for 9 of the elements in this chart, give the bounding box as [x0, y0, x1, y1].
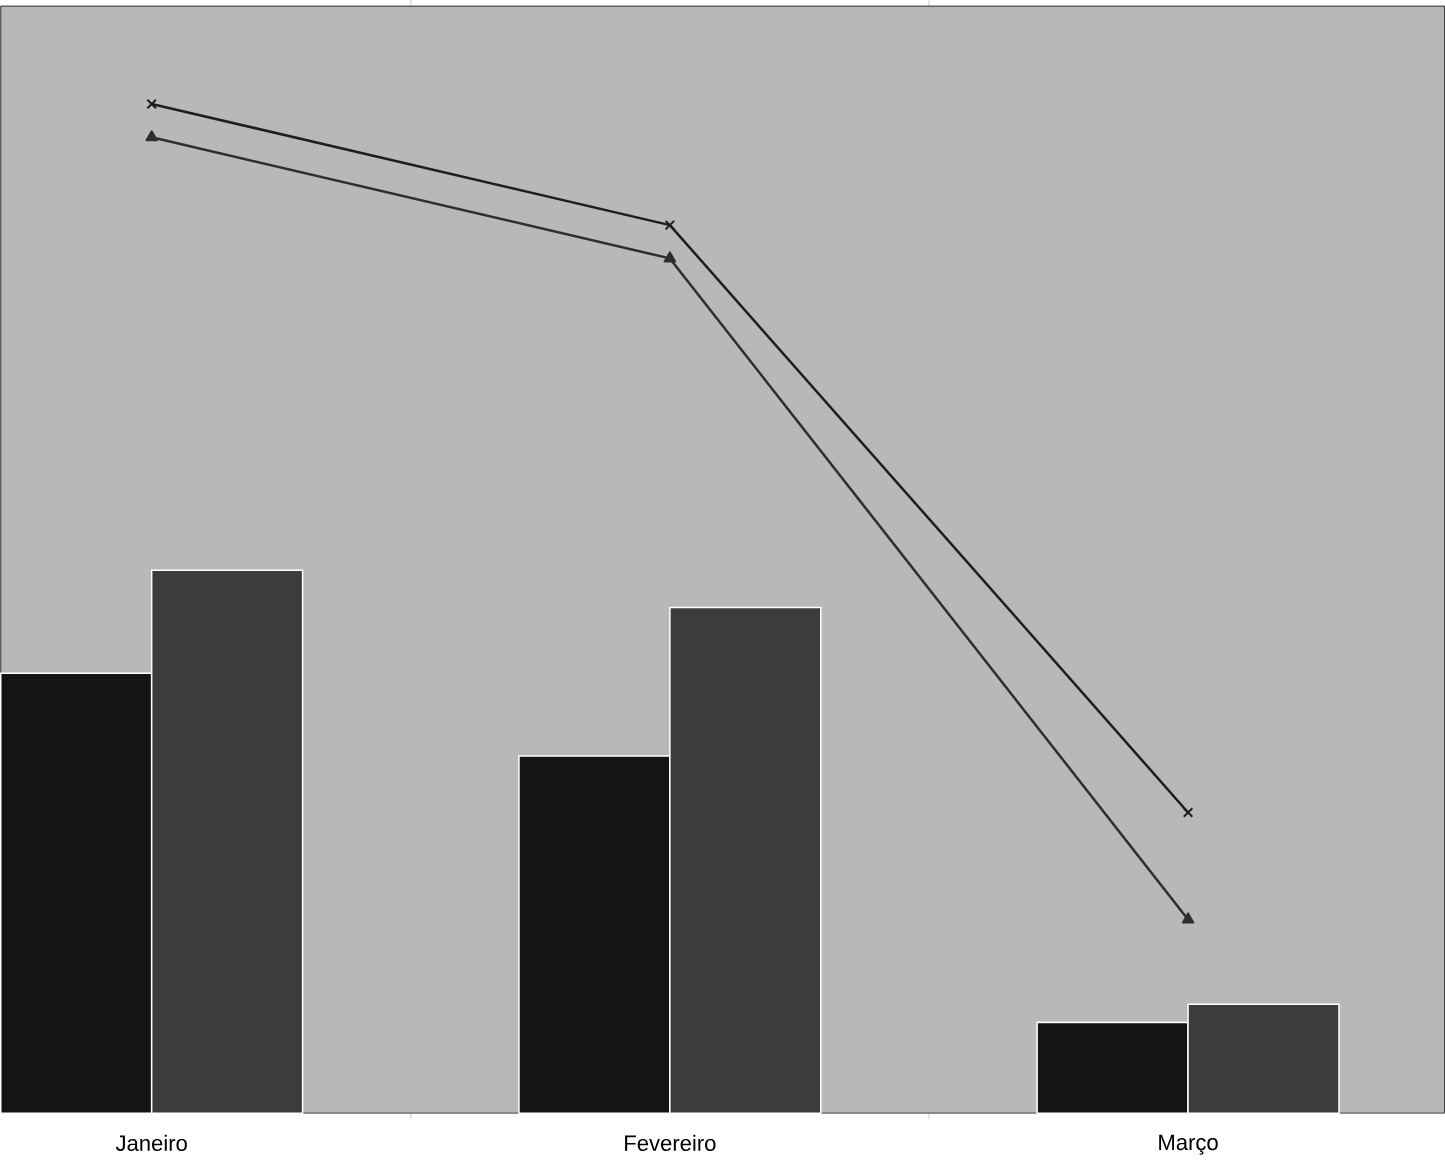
point — [1181, 912, 1195, 924]
point — [663, 251, 677, 263]
point — [145, 130, 158, 142]
point — [1182, 807, 1194, 818]
point — [664, 219, 676, 231]
x-tick-label: Janeiro — [115, 1134, 187, 1151]
x-tick-label: Fevereiro — [625, 1134, 716, 1151]
point — [146, 98, 157, 110]
x-tick-label: Março — [1159, 1134, 1218, 1155]
